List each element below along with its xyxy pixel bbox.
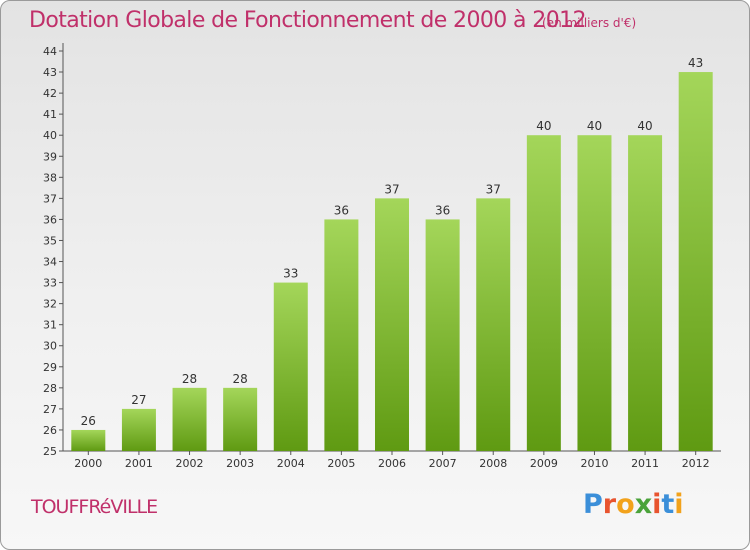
- data-label: 43: [688, 56, 703, 70]
- y-tick-label: 37: [43, 192, 57, 205]
- y-tick-label: 32: [43, 298, 57, 311]
- y-tick-label: 28: [43, 382, 57, 395]
- bar-2011: [628, 135, 663, 452]
- y-tick-label: 39: [43, 150, 57, 163]
- logo-letter: P: [583, 489, 603, 520]
- x-tick-label: 2006: [378, 457, 406, 470]
- y-tick-label: 41: [43, 108, 57, 121]
- data-label: 36: [334, 203, 349, 217]
- chart-subtitle: (en milliers d'€): [542, 16, 637, 30]
- bar-2004: [273, 282, 308, 451]
- logo-letter: r: [602, 489, 617, 520]
- bar-2005: [324, 219, 359, 451]
- x-tick-label: 2002: [176, 457, 204, 470]
- bar-2009: [526, 135, 561, 452]
- x-tick-label: 2007: [429, 457, 457, 470]
- town-name: TOUFFRéVILLE: [31, 496, 158, 518]
- x-tick-label: 2000: [74, 457, 102, 470]
- x-tick-label: 2001: [125, 457, 153, 470]
- bar-2007: [425, 219, 460, 451]
- bar-2010: [577, 135, 612, 452]
- logo-letter: i: [674, 489, 684, 520]
- data-label: 40: [536, 119, 551, 133]
- y-tick-label: 40: [43, 129, 57, 142]
- y-tick-label: 33: [43, 277, 57, 290]
- y-tick-label: 43: [43, 66, 57, 79]
- data-label: 28: [182, 372, 197, 386]
- proxiti-logo: Proxiti: [583, 489, 684, 520]
- bar-2000: [71, 429, 106, 451]
- x-tick-label: 2005: [327, 457, 355, 470]
- data-label: 36: [435, 203, 450, 217]
- bar-2002: [172, 387, 207, 451]
- bar-2001: [121, 408, 156, 451]
- data-label: 28: [233, 372, 248, 386]
- x-tick-label: 2008: [479, 457, 507, 470]
- logo-letter: x: [634, 489, 653, 520]
- y-tick-label: 38: [43, 171, 57, 184]
- logo-letter: t: [661, 489, 675, 520]
- y-tick-label: 29: [43, 361, 57, 374]
- logo-letter: i: [652, 489, 662, 520]
- logo-letter: o: [616, 489, 635, 520]
- data-label: 26: [81, 414, 96, 428]
- y-tick-label: 35: [43, 234, 57, 247]
- x-tick-label: 2011: [631, 457, 659, 470]
- y-tick-label: 36: [43, 213, 57, 226]
- y-tick-label: 25: [43, 445, 57, 458]
- data-label: 40: [637, 119, 652, 133]
- y-tick-label: 26: [43, 424, 57, 437]
- y-tick-label: 31: [43, 319, 57, 332]
- data-label: 33: [283, 267, 298, 281]
- bar-2003: [223, 387, 258, 451]
- data-label: 27: [131, 393, 146, 407]
- y-tick-label: 34: [43, 256, 57, 269]
- chart-title: Dotation Globale de Fonctionnement de 20…: [29, 8, 587, 33]
- x-tick-label: 2012: [682, 457, 710, 470]
- bar-2008: [476, 198, 511, 451]
- x-tick-label: 2004: [277, 457, 305, 470]
- x-tick-label: 2003: [226, 457, 254, 470]
- y-tick-label: 27: [43, 403, 57, 416]
- y-tick-label: 42: [43, 87, 57, 100]
- y-tick-label: 30: [43, 340, 57, 353]
- x-tick-label: 2009: [530, 457, 558, 470]
- bar-2006: [375, 198, 409, 451]
- bar-2012: [678, 72, 713, 451]
- data-label: 37: [486, 182, 501, 196]
- data-label: 37: [384, 182, 399, 196]
- data-label: 40: [587, 119, 602, 133]
- y-tick-label: 44: [43, 45, 57, 58]
- x-tick-label: 2010: [580, 457, 608, 470]
